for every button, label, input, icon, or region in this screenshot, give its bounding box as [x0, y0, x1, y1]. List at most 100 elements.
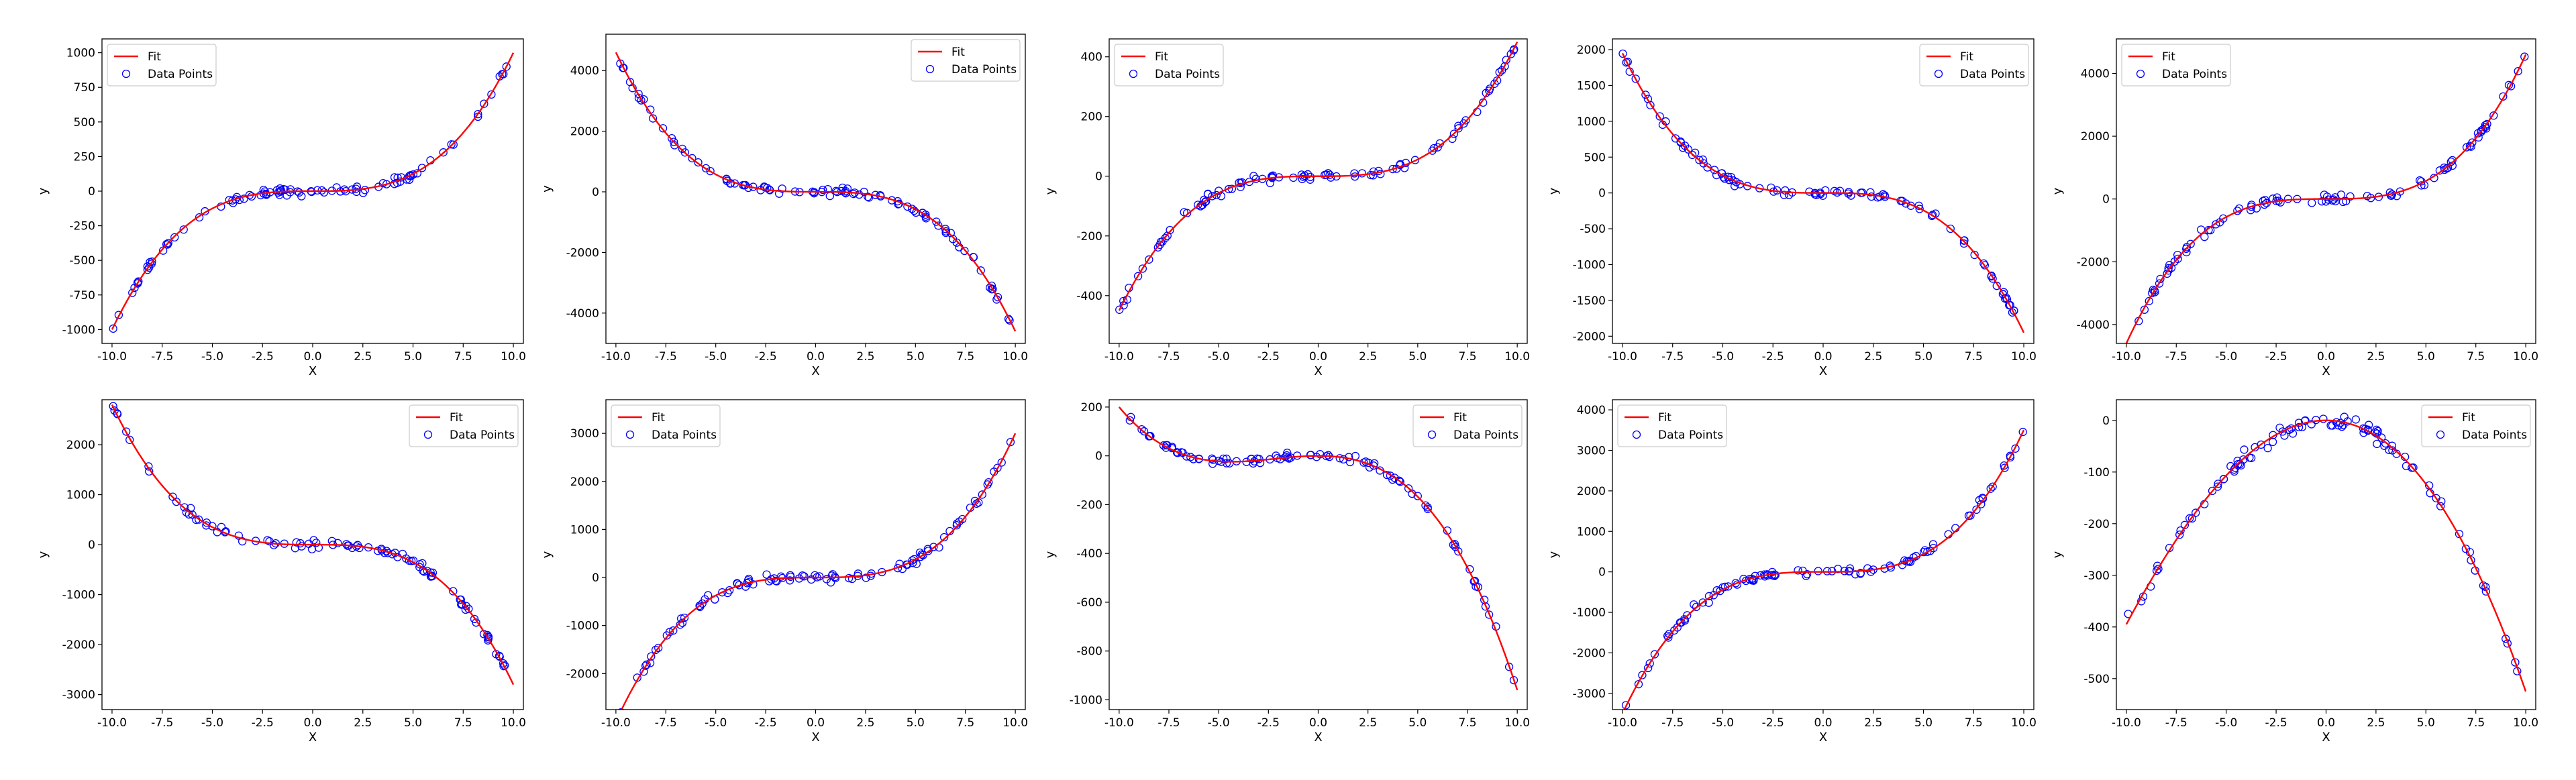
data-point — [1688, 150, 1697, 160]
data-point — [195, 213, 204, 222]
data-point — [698, 599, 707, 608]
data-point — [1159, 441, 1168, 450]
data-point — [845, 573, 854, 583]
data-point — [319, 188, 329, 197]
data-point — [128, 288, 137, 297]
data-point — [952, 238, 961, 247]
data-point — [1724, 582, 1733, 591]
x-tick-label: -10.0 — [1104, 350, 1134, 364]
data-point — [1972, 505, 1981, 514]
data-point — [1959, 239, 1969, 248]
data-point — [642, 660, 651, 669]
legend-fit-label: Fit — [1960, 50, 1973, 64]
data-point — [648, 114, 658, 123]
data-point — [706, 166, 715, 176]
x-tick-label: -2.5 — [1762, 350, 1784, 364]
y-axis-label: y — [1043, 551, 1058, 558]
data-point — [1504, 663, 1514, 671]
data-point — [2163, 269, 2171, 278]
data-point — [109, 324, 117, 333]
y-tick-label: -1000 — [62, 323, 95, 337]
data-point — [1847, 191, 1855, 200]
data-point — [2204, 225, 2213, 235]
data-point — [276, 186, 286, 194]
data-point — [1357, 169, 1367, 178]
data-point — [688, 154, 697, 163]
data-point — [651, 645, 660, 655]
x-tick-label: 10.0 — [1002, 350, 1028, 364]
legend: Fit Data Points — [409, 404, 519, 447]
data-point — [786, 576, 794, 585]
plot-area — [617, 433, 1017, 710]
data-point — [130, 284, 139, 292]
data-point — [2234, 459, 2243, 469]
data-point — [2307, 420, 2316, 429]
fit-line — [1118, 406, 1518, 691]
x-tick-label: 5.0 — [2417, 350, 2435, 364]
x-tick-label: -7.5 — [1661, 350, 1684, 364]
legend: Fit Data Points — [1114, 44, 1224, 87]
legend-points-label: Data Points — [1960, 68, 2025, 81]
data-point — [407, 557, 416, 565]
x-tick-label: -5.0 — [2215, 716, 2237, 730]
data-point — [771, 576, 780, 586]
x-tick-label: -10.0 — [1608, 716, 1637, 730]
y-axis-label: y — [36, 187, 50, 194]
y-tick-label: 200 — [1081, 401, 1102, 414]
data-point — [1180, 208, 1188, 217]
data-point — [2200, 233, 2209, 241]
data-point — [1145, 431, 1154, 441]
data-point — [2000, 463, 2009, 472]
data-point — [499, 659, 508, 668]
data-point — [462, 602, 470, 610]
data-point — [378, 178, 388, 188]
data-point — [2326, 421, 2335, 430]
data-point — [668, 133, 676, 143]
data-point — [483, 630, 492, 640]
y-tick-label: 250 — [74, 150, 95, 164]
data-point — [960, 246, 969, 256]
data-point — [2436, 502, 2445, 510]
data-point — [447, 140, 456, 149]
data-point — [1166, 225, 1174, 235]
legend-box — [1114, 44, 1224, 87]
data-point — [2479, 125, 2487, 134]
fit-line — [1621, 52, 2025, 333]
data-point — [502, 62, 511, 71]
y-tick-label: 1000 — [66, 489, 95, 502]
data-point — [617, 708, 625, 710]
legend-points-label: Data Points — [148, 68, 213, 81]
y-tick-label: -100 — [2083, 466, 2110, 480]
data-point — [1915, 205, 1924, 213]
y-tick-label: -500 — [1580, 223, 1606, 236]
data-point — [168, 492, 177, 501]
data-point — [333, 539, 342, 547]
legend-box — [611, 404, 721, 447]
data-point — [1784, 190, 1794, 199]
data-point — [2251, 443, 2259, 452]
data-point — [1266, 178, 1275, 188]
x-tick-label: 5.0 — [1408, 350, 1427, 364]
data-point — [1490, 79, 1499, 88]
y-axis-label: y — [1547, 187, 1561, 194]
data-point — [1641, 91, 1650, 99]
data-point — [307, 545, 317, 554]
data-point — [860, 187, 868, 197]
data-point — [1386, 471, 1395, 480]
data-point — [1433, 143, 1442, 152]
data-point — [2164, 264, 2173, 273]
data-point — [1345, 453, 1353, 461]
legend-box — [409, 404, 519, 447]
data-point — [2330, 193, 2340, 202]
data-point — [2506, 82, 2516, 91]
y-axis-label: y — [2051, 551, 2065, 558]
data-point — [305, 539, 313, 548]
legend-box — [1412, 404, 1523, 447]
x-tick-label: 10.0 — [501, 716, 526, 730]
legend-points-swatch — [2136, 69, 2145, 78]
legend-points-swatch — [1934, 69, 1943, 78]
data-point — [2280, 431, 2289, 440]
x-tick-label: 0.0 — [1814, 350, 1832, 364]
legend: Fit Data Points — [1617, 404, 1727, 447]
data-point — [1506, 50, 1515, 58]
